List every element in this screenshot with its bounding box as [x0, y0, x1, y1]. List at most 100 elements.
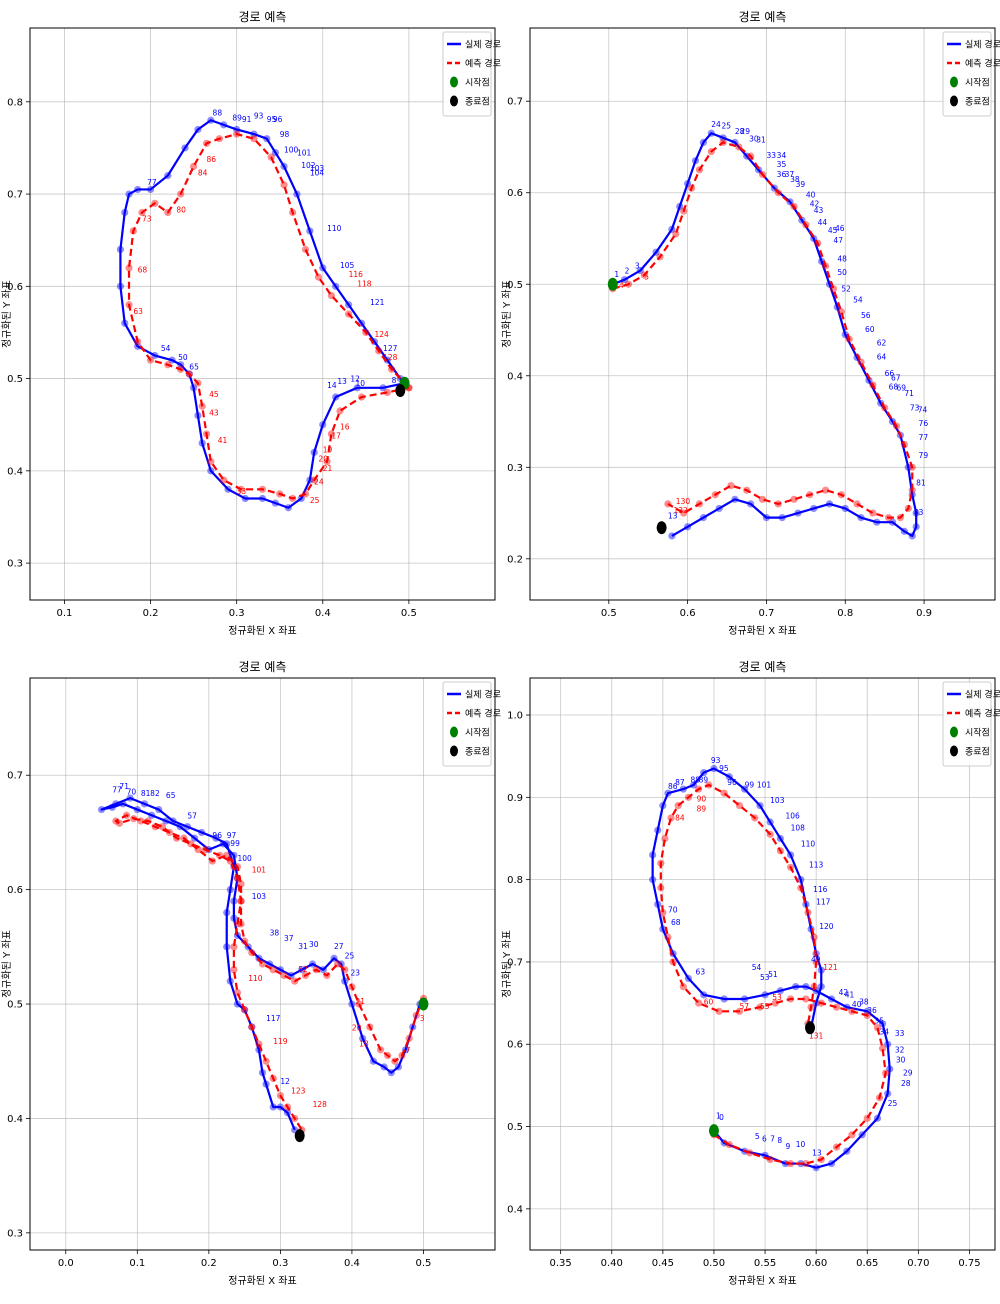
point-index-label: 20: [352, 1023, 362, 1032]
series-point-predicted: [130, 815, 138, 823]
series-point-actual: [168, 356, 176, 364]
point-index-label: 12: [350, 374, 360, 383]
x-tick-label: 0.2: [143, 608, 159, 619]
point-index-label: 100: [284, 146, 299, 155]
series-point-predicted: [695, 999, 703, 1007]
x-tick-label: 0.1: [129, 1258, 145, 1269]
y-tick-label: 0.8: [7, 97, 23, 108]
point-index-label: 49: [811, 955, 821, 964]
series-point-predicted: [857, 358, 865, 366]
legend-label: 실제 경로: [465, 689, 501, 701]
series-point-predicted: [674, 801, 682, 810]
point-index-label: 128: [313, 1100, 328, 1109]
point-index-label: 118: [357, 279, 372, 288]
series-point-actual: [817, 983, 825, 991]
series-point-actual: [108, 803, 116, 811]
point-index-label: 68: [138, 265, 148, 274]
x-axis-label: 정규화된 X 좌표: [728, 1275, 796, 1287]
series-point-actual: [133, 805, 141, 814]
series-point-actual: [710, 764, 718, 773]
x-tick-label: 0.55: [754, 1258, 776, 1269]
series-point-actual: [332, 282, 340, 290]
plot-frame: [529, 27, 996, 601]
series-point-predicted: [280, 181, 288, 189]
series-point-predicted: [289, 208, 297, 217]
series-point-predicted: [774, 500, 782, 508]
point-index-label: 23: [350, 968, 360, 977]
point-index-label: 13: [337, 377, 347, 386]
point-index-label: 93: [254, 111, 264, 120]
series-point-predicted: [276, 1091, 284, 1100]
series-point-actual: [756, 801, 764, 810]
series-point-actual: [719, 134, 727, 142]
y-tick-label: 0.6: [7, 885, 23, 896]
series-point-predicted: [151, 199, 159, 207]
series-point-predicted: [112, 817, 120, 825]
point-index-label: 24: [314, 478, 324, 487]
point-index-label: 1: [716, 1111, 721, 1120]
series-point-predicted: [896, 514, 905, 522]
legend-box: [942, 681, 992, 767]
series-point-actual: [258, 1069, 267, 1077]
series-point-actual: [183, 823, 191, 831]
series-point-predicted: [334, 960, 342, 968]
series-point-predicted: [787, 995, 795, 1003]
y-tick-label: 0.8: [507, 875, 523, 886]
series-point-predicted: [190, 162, 198, 170]
series-point-actual: [119, 800, 127, 808]
series-point-predicted: [144, 817, 152, 825]
series-point-predicted: [758, 495, 767, 503]
series-point-actual: [353, 384, 361, 392]
point-index-label: 13: [668, 512, 678, 521]
series-point-predicted: [735, 801, 744, 810]
series-point-actual: [654, 900, 662, 908]
series-point-actual: [912, 523, 920, 531]
series-point-actual: [293, 190, 301, 198]
series-point-predicted: [707, 147, 715, 156]
series-point-predicted: [771, 999, 779, 1007]
series-point-actual: [720, 995, 728, 1003]
series-point-actual: [198, 439, 206, 447]
x-tick-label: 0.75: [958, 1258, 980, 1269]
series-point-predicted: [684, 793, 693, 801]
series-point-predicted: [327, 291, 335, 300]
point-index-label: 63: [696, 967, 706, 976]
point-index-label: 12: [280, 1077, 290, 1086]
series-point-actual: [888, 518, 897, 526]
series-point-actual: [857, 514, 865, 522]
point-index-label: 34: [777, 151, 787, 160]
series-point-predicted: [837, 308, 845, 316]
series-point-predicted: [383, 388, 391, 397]
series-point-predicted: [341, 966, 349, 974]
plot-frame: [29, 677, 496, 1251]
point-index-label: 74: [918, 405, 928, 414]
y-tick-label: 0.6: [7, 282, 23, 293]
series-point-predicted: [291, 1114, 299, 1123]
point-index-label: 38: [790, 175, 800, 184]
point-index-label: 42: [839, 988, 849, 997]
series-point-actual: [691, 157, 700, 165]
series-point-predicted: [122, 811, 131, 819]
series-point-actual: [676, 202, 684, 211]
series-point-predicted: [766, 830, 774, 838]
series-point-predicted: [165, 828, 174, 837]
series-point-predicted: [679, 983, 687, 991]
series-point-predicted: [134, 338, 142, 346]
legend-label: 예측 경로: [465, 58, 501, 70]
series-point-actual: [212, 834, 220, 842]
series-point-actual: [797, 876, 805, 884]
series-point-actual: [148, 811, 156, 819]
series-point-predicted: [194, 846, 202, 854]
x-tick-label: 0.1: [56, 608, 72, 619]
series-point-predicted: [687, 184, 696, 192]
series-point-actual: [659, 801, 667, 810]
y-tick-label: 0.4: [507, 1204, 523, 1215]
point-index-label: 80: [176, 206, 186, 215]
point-index-label: 82: [150, 789, 160, 798]
point-index-label: 25: [722, 122, 732, 131]
series-point-predicted: [348, 983, 356, 991]
series-point-actual: [177, 361, 185, 369]
point-index-label: 66: [885, 369, 895, 378]
